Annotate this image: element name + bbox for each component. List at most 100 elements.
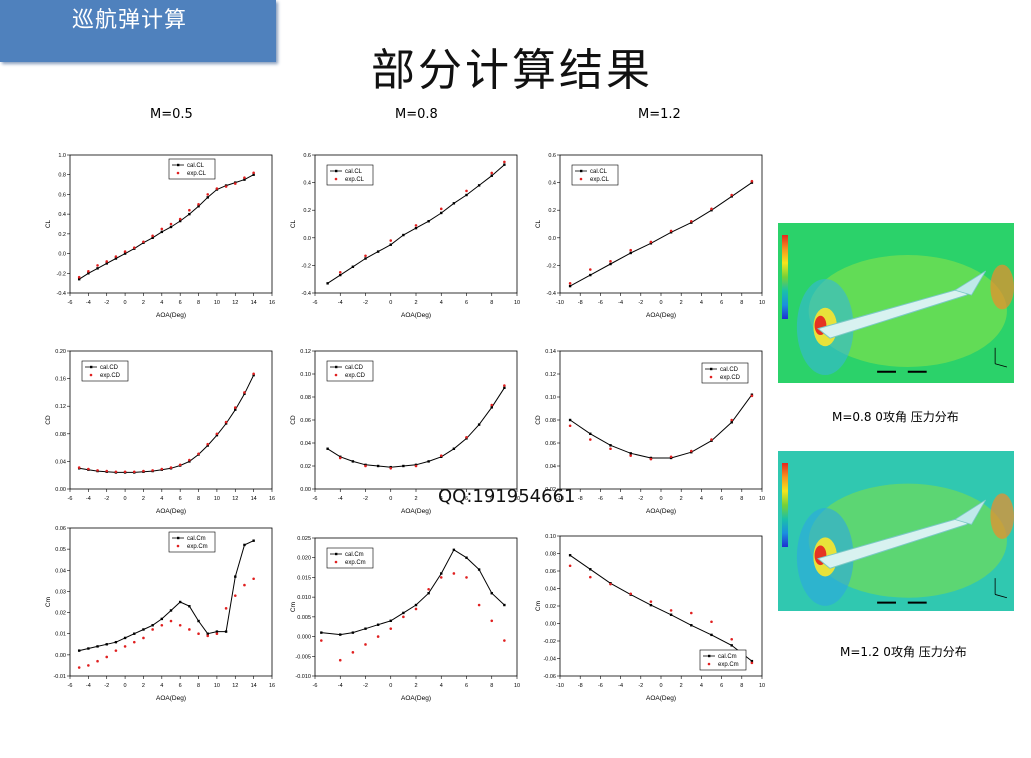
data-point-exp [114, 255, 118, 258]
x-tick-label: -6 [313, 496, 318, 502]
data-point-cal [465, 556, 468, 559]
data-point-cal [160, 617, 164, 621]
y-tick-label: 0.10 [545, 534, 556, 540]
pressure-contour-m12 [778, 451, 1014, 611]
legend-swatch-marker [709, 375, 713, 379]
data-point-cal [123, 252, 127, 255]
data-point-cal [669, 231, 673, 234]
data-point-cal [105, 643, 108, 646]
y-tick-label: -0.005 [295, 654, 311, 660]
plot-frame [69, 350, 273, 490]
x-tick-label: -4 [338, 496, 343, 502]
y-tick-label: 0.4 [58, 212, 66, 218]
data-point-exp [252, 372, 255, 376]
x-tick-label: 8 [740, 496, 743, 502]
data-point-exp [710, 620, 713, 624]
x-axis-label: AOA(Deg) [156, 695, 186, 702]
section-tab-label: 巡航弹计算 [72, 8, 188, 33]
y-tick-label: 0.03 [55, 589, 66, 595]
legend-entry: cal.CL [345, 169, 363, 175]
y-tick-label: 0.16 [55, 377, 66, 383]
y-tick-label: 0.00 [55, 653, 66, 659]
y-tick-label: 0.04 [55, 568, 66, 574]
data-point-exp [710, 207, 713, 211]
chart-cm-m08: -6 -4 -2 0 2 4 6 8 10 -0.010 -0.005 0.000 0.005 0.010… [285, 530, 525, 710]
y-axis-label: CL [290, 219, 297, 228]
data-point-exp [105, 260, 109, 263]
data-point-exp [243, 391, 246, 394]
data-point-cal [234, 575, 237, 578]
data-point-cal [151, 236, 154, 239]
y-tick-label: -0.01 [53, 674, 66, 680]
x-tick-label: 0 [389, 683, 392, 689]
x-tick-label: 10 [759, 496, 765, 502]
y-tick-label: 0.00 [545, 622, 556, 628]
series-line-cal [569, 394, 753, 459]
data-point-exp [669, 609, 673, 612]
missile-pressure-image [778, 451, 1014, 611]
data-point-exp [96, 264, 99, 267]
data-point-cal [402, 464, 405, 468]
x-tick-label: 0 [124, 683, 127, 689]
data-point-exp [465, 189, 468, 193]
chart-cm-m12: -10 -8 -6 -4 -2 0 2 4 6 8 10 -0.06 -0.04 -0.02 0.00 0.0… [530, 528, 770, 710]
series-line-cal [79, 374, 255, 473]
legend-box [326, 360, 374, 382]
y-tick-label: 0.6 [548, 153, 556, 159]
data-point-exp [690, 449, 693, 453]
data-point-exp [114, 649, 118, 652]
x-axis-label: AOA(Deg) [646, 508, 676, 515]
legend-swatch-marker [335, 169, 338, 173]
x-axis-label: AOA(Deg) [156, 312, 186, 319]
data-point-cal [215, 433, 219, 437]
x-tick-label: 6 [179, 683, 182, 689]
data-point-cal [649, 603, 653, 607]
data-point-cal [730, 421, 733, 424]
y-tick-label: 0.02 [300, 464, 311, 470]
data-point-cal [252, 373, 255, 377]
data-point-cal [96, 267, 99, 270]
x-tick-label: -6 [68, 683, 73, 689]
legend-box [326, 164, 374, 186]
data-point-exp [389, 627, 393, 630]
data-point-cal [629, 251, 632, 255]
data-point-cal [206, 444, 209, 447]
data-point-cal [503, 163, 506, 166]
x-tick-label: 8 [490, 496, 493, 502]
x-tick-label: 2 [142, 683, 145, 689]
data-point-cal [351, 265, 355, 268]
legend-entry: exp.CD [345, 373, 366, 379]
data-point-exp [629, 248, 632, 252]
x-tick-label: 0 [389, 496, 392, 502]
data-point-exp [160, 227, 164, 231]
data-point-cal [133, 632, 136, 635]
x-tick-label: -10 [556, 496, 564, 502]
data-point-exp [439, 207, 443, 211]
data-point-cal [339, 633, 342, 636]
legend-box [168, 531, 216, 553]
data-point-exp [142, 240, 145, 244]
data-point-exp [151, 628, 154, 631]
chart-cd-m05: -6 -4 -2 0 2 4 6 8 10 12 14 16 0.00 0.04 0.08 0.12 0.16 0… [40, 343, 280, 523]
x-tick-label: 10 [214, 496, 220, 502]
legend-entry: exp.Cm [345, 560, 366, 566]
data-point-cal [427, 592, 430, 595]
data-point-exp [105, 655, 109, 659]
x-tick-label: 0 [389, 300, 392, 306]
data-point-cal [710, 209, 713, 212]
data-point-exp [169, 619, 173, 623]
data-point-cal [465, 193, 468, 197]
data-point-exp [215, 187, 219, 190]
y-tick-label: 0.6 [303, 153, 311, 159]
y-tick-label: -0.2 [57, 271, 66, 277]
y-axis-label: CL [45, 219, 52, 228]
y-tick-label: -0.010 [295, 674, 311, 680]
data-point-exp [123, 645, 127, 648]
x-tick-label: -8 [578, 683, 583, 689]
y-tick-label: -0.2 [302, 263, 311, 269]
data-point-exp [364, 464, 367, 468]
data-point-cal [178, 219, 182, 223]
x-tick-label: 2 [142, 496, 145, 502]
data-point-exp [105, 469, 109, 473]
data-point-cal [224, 630, 228, 633]
